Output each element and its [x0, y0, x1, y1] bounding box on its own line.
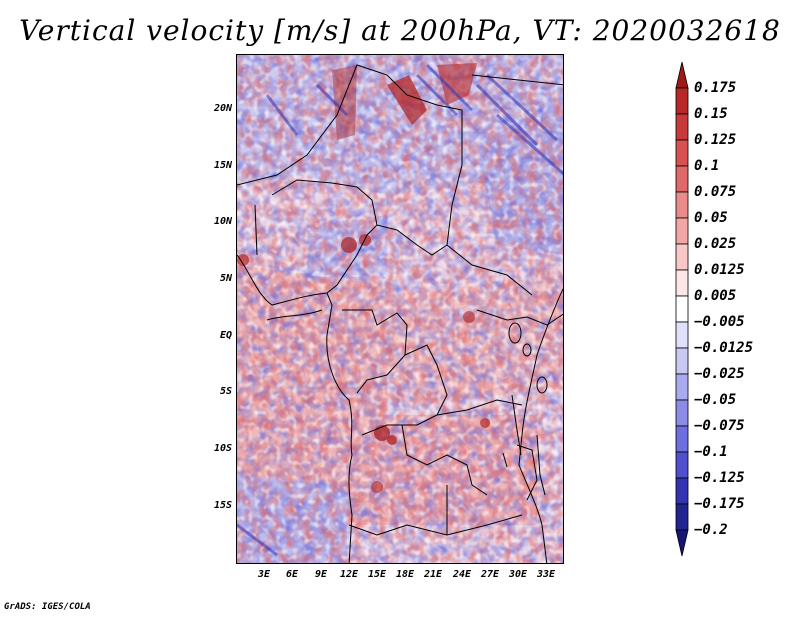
colorbar-segment: [675, 321, 689, 349]
x-tick-label: 30E: [508, 569, 528, 580]
coastline-east: [518, 288, 563, 563]
x-tick-label: 12E: [339, 569, 359, 580]
y-tick-label: 20N: [213, 103, 232, 114]
colorbar-label: 0.075: [694, 184, 737, 200]
velocity-field-neutral: [237, 55, 563, 563]
colorbar-segment: [675, 61, 689, 89]
strong-updraft-cells: [237, 63, 490, 493]
colorbar-label: −0.175: [694, 496, 745, 512]
colorbar-segment: [675, 347, 689, 375]
colorbar-segment: [675, 87, 689, 115]
colorbar-label: 0.05: [694, 210, 728, 226]
x-tick-label: 6E: [285, 569, 299, 580]
grads-credit: GrADS: IGES/COLA: [4, 602, 91, 612]
colorbar-segment: [675, 191, 689, 219]
colorbar-label: −0.005: [694, 314, 745, 330]
strong-downdraft-streaks: [237, 63, 563, 557]
map-plot-area: [236, 54, 564, 564]
lakes: [502, 322, 548, 496]
colorbar-segment: [675, 529, 689, 557]
colorbar-label: −0.0125: [694, 340, 754, 356]
colorbar-segment: [675, 503, 689, 531]
x-tick-label: 27E: [480, 569, 500, 580]
x-tick-label: 33E: [536, 569, 556, 580]
colorbar-segment: [675, 113, 689, 141]
colorbar-label: −0.075: [694, 418, 745, 434]
colorbar-segment: [675, 477, 689, 505]
colorbar-segment: [675, 139, 689, 167]
x-tick-label: 15E: [367, 569, 387, 580]
y-tick-label: 15N: [213, 160, 232, 171]
colorbar-label: 0.005: [694, 288, 737, 304]
coastline-west: [237, 254, 353, 563]
x-tick-label: 18E: [395, 569, 415, 580]
y-tick-label: 10N: [213, 216, 232, 227]
colorbar-label: −0.2: [694, 522, 728, 538]
colorbar-segment: [675, 165, 689, 193]
country-borders: [237, 64, 563, 563]
y-tick-label: 5S: [219, 386, 232, 397]
colorbar-segment: [675, 373, 689, 401]
chart-title: Vertical velocity [m/s] at 200hPa, VT: 2…: [19, 14, 781, 47]
colorbar-label: 0.025: [694, 236, 737, 252]
colorbar-label: 0.175: [694, 80, 737, 96]
colorbar-segment: [675, 425, 689, 453]
x-tick-label: 3E: [257, 569, 271, 580]
x-tick-label: 9E: [314, 569, 328, 580]
colorbar-label: −0.1: [694, 444, 728, 460]
y-tick-label: EQ: [219, 330, 232, 341]
colorbar-segment: [675, 295, 689, 323]
colorbar-label: −0.125: [694, 470, 745, 486]
y-tick-label: 15S: [213, 500, 232, 511]
colorbar-label: 0.125: [694, 132, 737, 148]
colorbar-segment: [675, 243, 689, 271]
y-tick-label: 5N: [219, 273, 232, 284]
y-tick-label: 10S: [213, 443, 232, 454]
colorbar-label: 0.0125: [694, 262, 745, 278]
colorbar-label: −0.05: [694, 392, 737, 408]
colorbar-segment: [675, 269, 689, 297]
x-tick-label: 24E: [452, 569, 472, 580]
colorbar-label: 0.1: [694, 158, 720, 174]
colorbar-label: −0.025: [694, 366, 745, 382]
colorbar-segment: [675, 399, 689, 427]
colorbar-segment: [675, 451, 689, 479]
colorbar-segment: [675, 217, 689, 245]
colorbar-label: 0.15: [694, 106, 728, 122]
x-tick-label: 21E: [423, 569, 443, 580]
